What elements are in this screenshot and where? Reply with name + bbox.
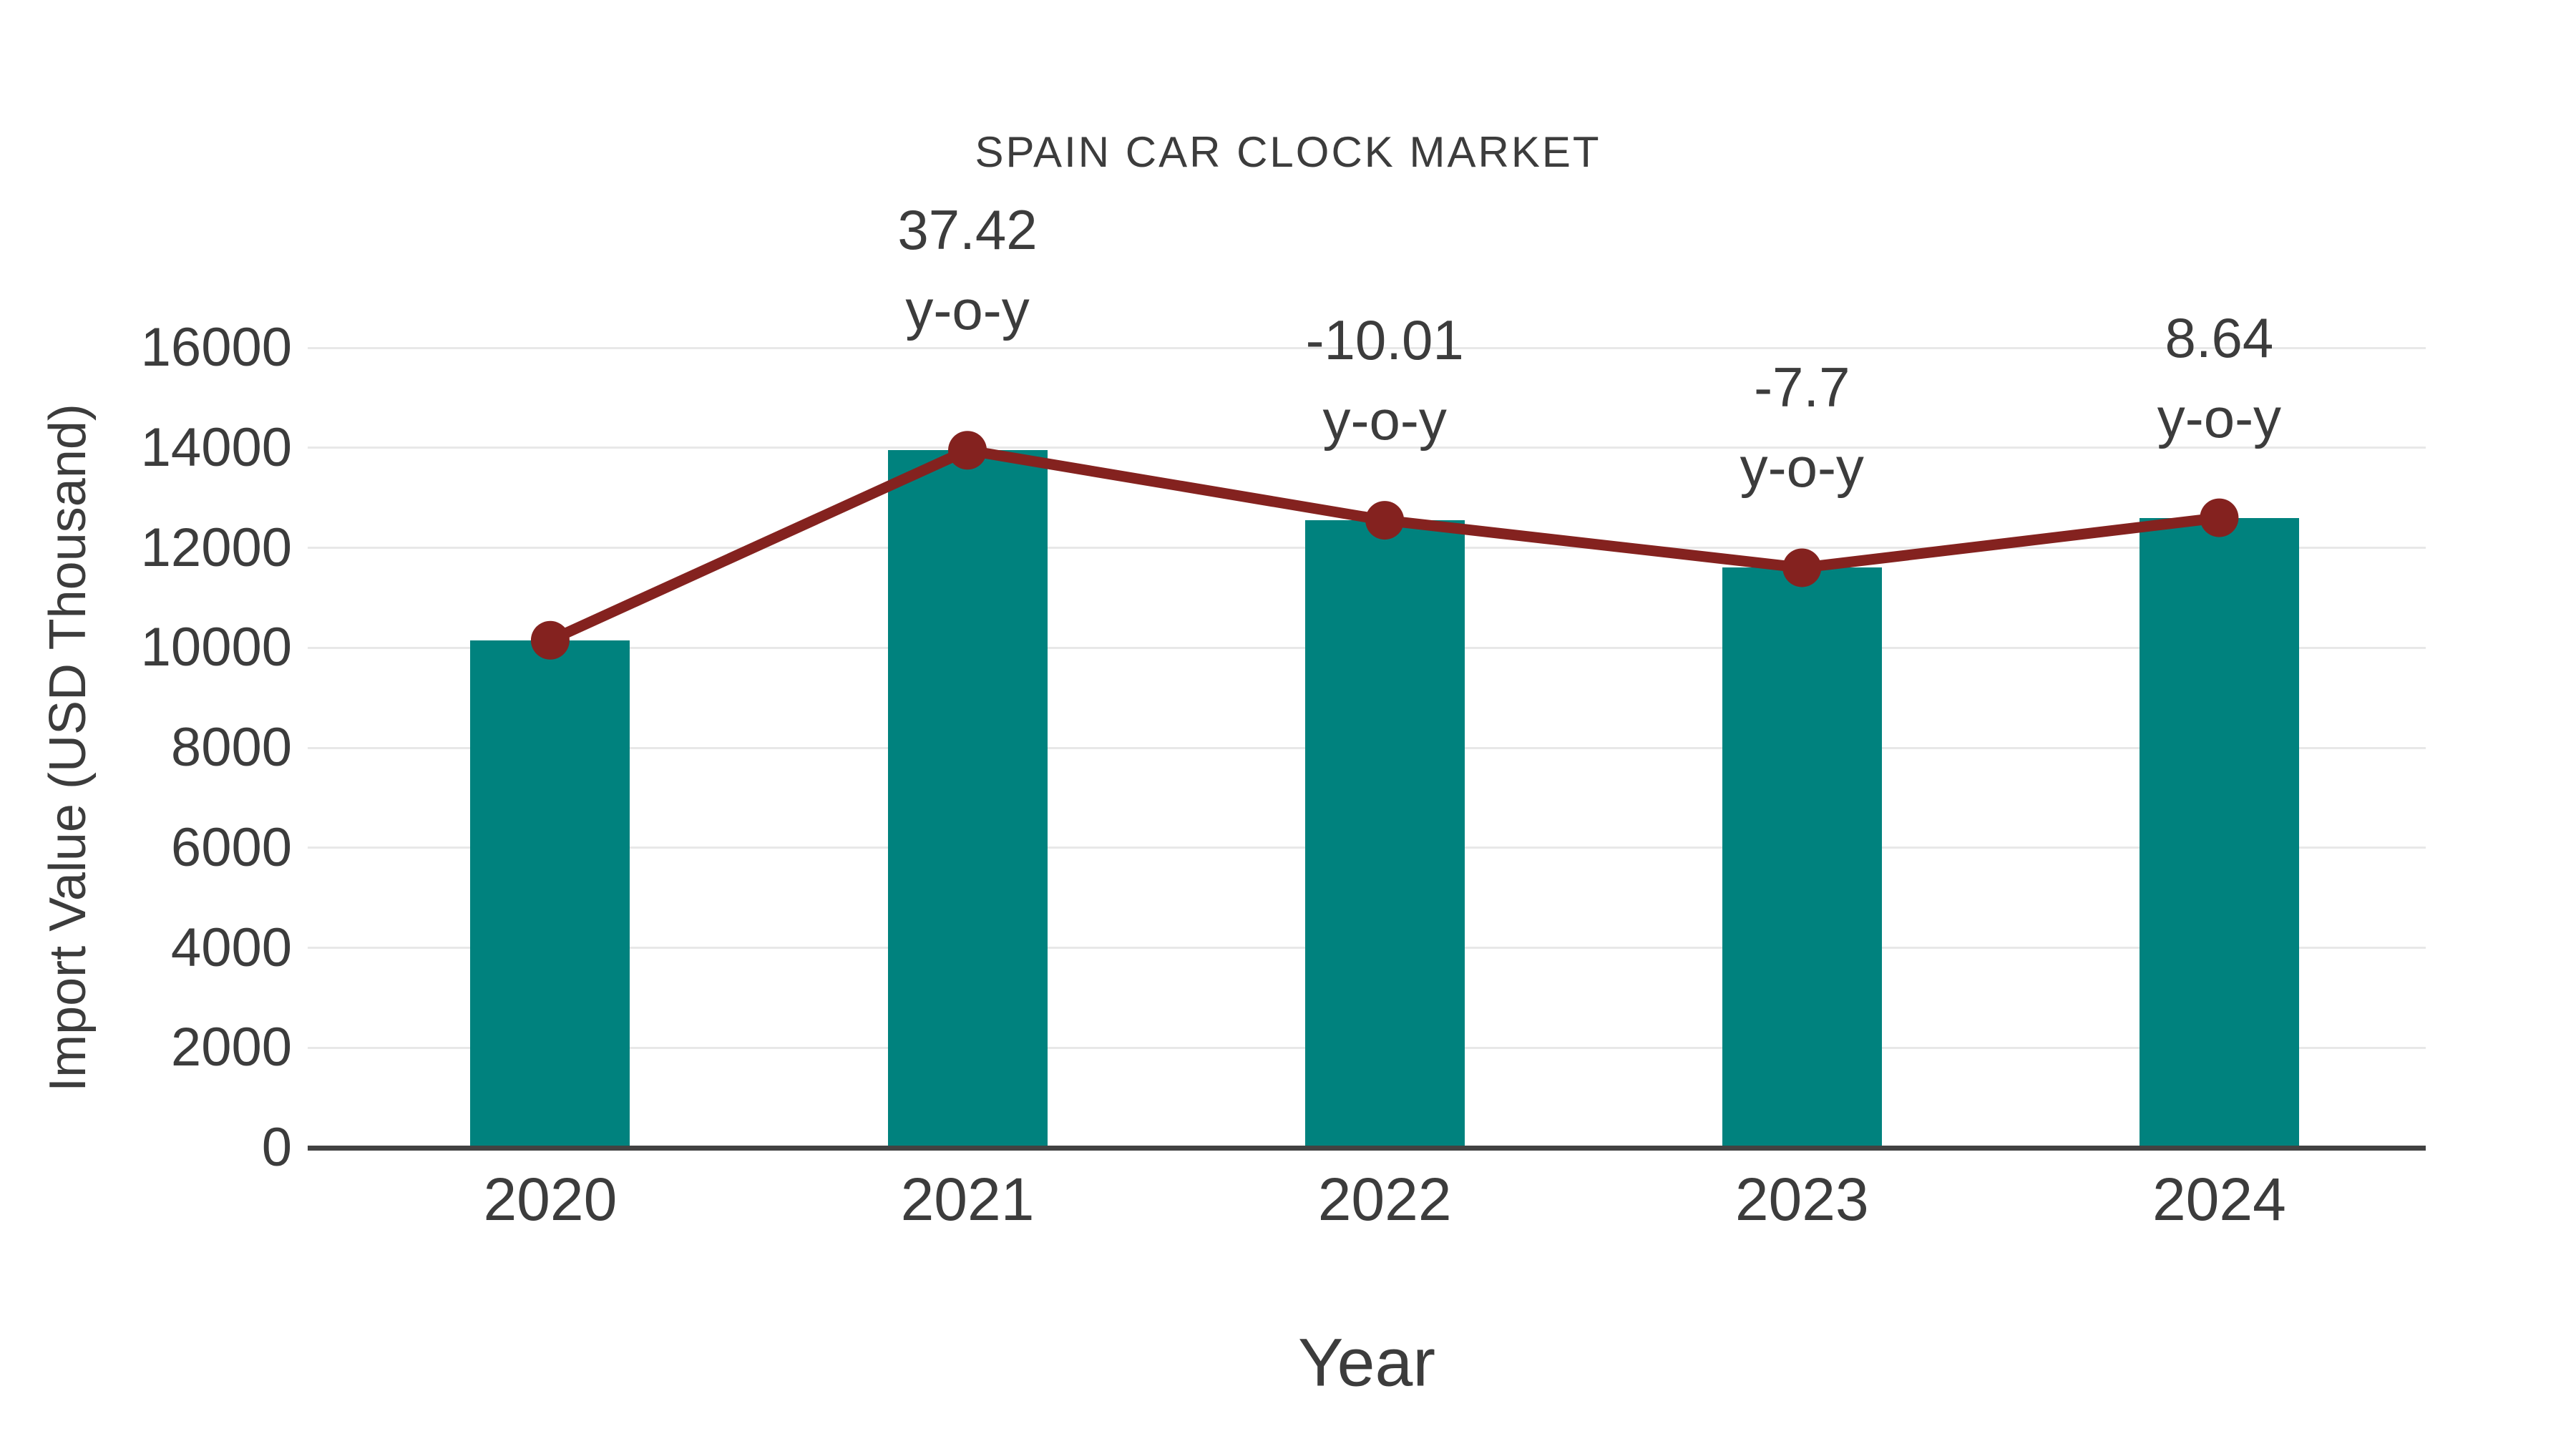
annotation-value-2022: -10.01 (1305, 308, 1464, 372)
x-tick-2022: 2022 (1317, 1166, 1452, 1233)
annotation-suffix-2021: y-o-y (905, 278, 1030, 342)
x-tick-2020: 2020 (483, 1166, 618, 1233)
gridline-16000 (308, 346, 2426, 349)
annotation-value-2021: 37.42 (897, 198, 1038, 262)
data-point-2022 (1365, 501, 1405, 540)
annotation-suffix-2023: y-o-y (1740, 436, 1864, 499)
trend-line-layer (530, 431, 2239, 660)
annotation-2024: 8.64 y-o-y (1933, 298, 2505, 458)
y-tick-12000: 12000 (140, 517, 292, 578)
annotation-2021: 37.42 y-o-y (681, 190, 1254, 350)
y-tick-0: 0 (261, 1117, 292, 1178)
annotation-value-2024: 8.64 (2165, 306, 2274, 369)
x-axis-title: Year (1298, 1324, 1435, 1401)
data-point-2024 (2200, 498, 2239, 537)
bar-2021 (887, 450, 1048, 1148)
x-axis-line (308, 1146, 2426, 1151)
data-point-2021 (948, 431, 987, 470)
data-point-2023 (1782, 548, 1822, 587)
annotation-suffix-2022: y-o-y (1322, 389, 1447, 452)
x-tick-2021: 2021 (900, 1166, 1035, 1233)
y-tick-16000: 16000 (140, 317, 292, 378)
y-tick-10000: 10000 (140, 617, 292, 678)
annotation-suffix-2024: y-o-y (2157, 386, 2282, 449)
y-tick-14000: 14000 (140, 416, 292, 478)
bar-2023 (1722, 567, 1882, 1148)
y-tick-8000: 8000 (170, 717, 292, 778)
annotation-2023: -7.7 y-o-y (1516, 347, 2088, 507)
x-tick-2023: 2023 (1735, 1166, 1869, 1233)
bar-2024 (2139, 517, 2299, 1148)
annotation-value-2023: -7.7 (1754, 356, 1850, 419)
data-point-2020 (530, 620, 570, 660)
annotation-2022: -10.01 y-o-y (1098, 300, 1671, 460)
y-tick-6000: 6000 (170, 816, 292, 878)
x-tick-2024: 2024 (2152, 1166, 2286, 1233)
y-tick-2000: 2000 (170, 1017, 292, 1078)
chart-title: SPAIN CAR CLOCK MARKET (975, 128, 1601, 176)
bar-2022 (1304, 520, 1465, 1148)
bar-2020 (470, 640, 630, 1148)
gridline-14000 (308, 447, 2426, 449)
y-tick-4000: 4000 (170, 917, 292, 978)
